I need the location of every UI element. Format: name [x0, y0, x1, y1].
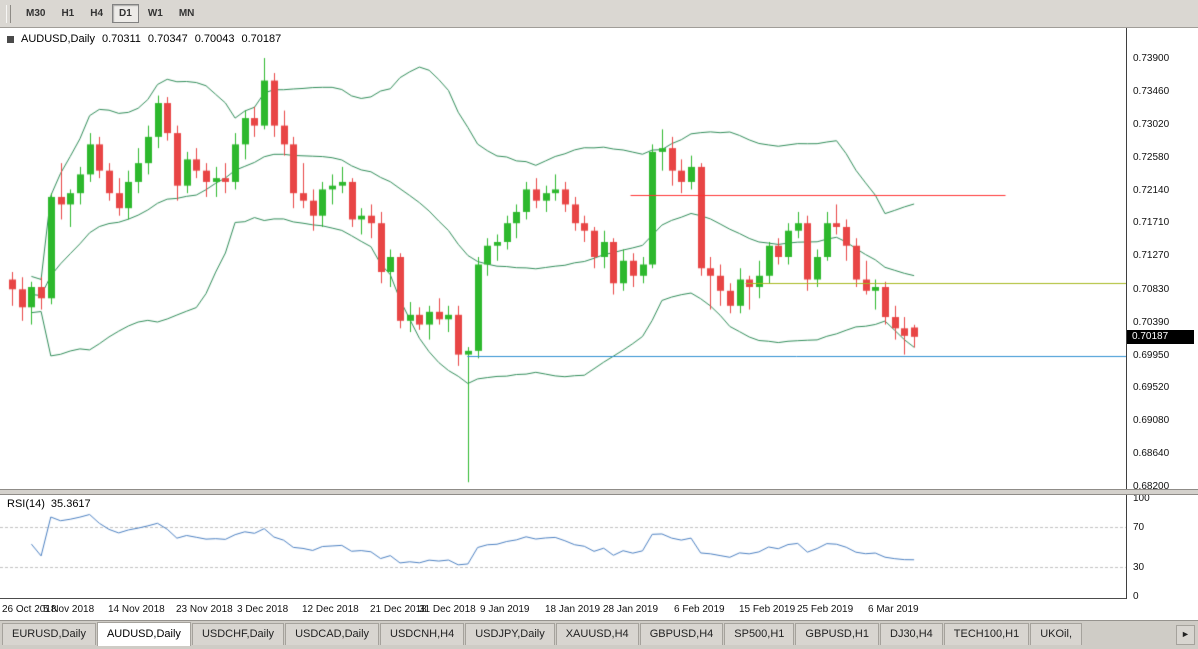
- date-axis[interactable]: 26 Oct 2018 5 Nov 2018 14 Nov 2018 23 Nov 2…: [0, 600, 1198, 620]
- date-axis-label: 28 Jan 2019: [603, 604, 659, 615]
- rsi-panel[interactable]: RSI(14) 35.3617: [0, 495, 1126, 599]
- ohlc-high-value: 0.70347: [147, 33, 188, 45]
- chart-title: AUDUSD,Daily 0.70311 0.70347 0.70043 0.7…: [7, 33, 281, 45]
- price-axis-label: 0.68640: [1133, 447, 1170, 459]
- timeframe-button-h1[interactable]: H1: [61, 8, 75, 19]
- date-axis-label: 14 Nov 2018: [108, 604, 165, 615]
- date-axis-label: 3 Dec 2018: [237, 604, 289, 615]
- date-axis-label: 26 Oct 2018: [2, 604, 57, 615]
- date-axis-label: 15 Feb 2019: [739, 604, 796, 615]
- price-axis-label: 0.71710: [1133, 217, 1170, 229]
- ohlc-close-value: 0.70187: [241, 33, 282, 45]
- tab-eurusd-daily[interactable]: EURUSD,Daily: [2, 623, 96, 645]
- timeframe-button-w1[interactable]: W1: [147, 8, 163, 19]
- price-axis-label: 0.73020: [1133, 119, 1170, 131]
- timeframe-button-mn[interactable]: MN: [178, 8, 195, 19]
- rsi-axis-label: 30: [1133, 561, 1145, 573]
- panel-splitter[interactable]: [0, 489, 1198, 495]
- main-chart-area[interactable]: AUDUSD,Daily 0.70311 0.70347 0.70043 0.7…: [0, 28, 1126, 489]
- price-axis-label: 0.71270: [1133, 250, 1170, 262]
- tab-gbpusd-h1[interactable]: GBPUSD,H1: [795, 623, 879, 645]
- chart-window: AUDUSD,Daily 0.70311 0.70347 0.70043 0.7…: [0, 28, 1198, 620]
- rsi-axis-label: 70: [1133, 522, 1145, 534]
- tab-ukoil[interactable]: UKOil,: [1030, 623, 1082, 645]
- tab-gbpusd-h4[interactable]: GBPUSD,H4: [639, 623, 724, 645]
- date-axis-label: 6 Mar 2019: [868, 604, 919, 615]
- date-axis-label: 23 Nov 2018: [176, 604, 233, 615]
- date-axis-label: 5 Nov 2018: [43, 604, 95, 615]
- price-axis[interactable]: 0.70187 0.73900 0.73460 0.73020 0.72580 0.72…: [1126, 28, 1198, 602]
- chart-tab-bar: EURUSD,Daily AUDUSD,Daily USDCHF,Daily USDC…: [0, 620, 1198, 649]
- date-axis-label: 21 Dec 2018: [370, 604, 427, 615]
- date-axis-label: 12 Dec 2018: [302, 604, 359, 615]
- price-axis-label: 0.72140: [1133, 185, 1170, 197]
- tab-tech100-h1[interactable]: TECH100,H1: [943, 623, 1030, 645]
- tab-dj30-h4[interactable]: DJ30,H4: [880, 623, 943, 645]
- price-axis-label: 0.70390: [1133, 316, 1170, 328]
- tab-usdchf-daily[interactable]: USDCHF,Daily: [191, 623, 285, 645]
- price-axis-label: 0.70830: [1133, 283, 1170, 295]
- date-axis-label: 31 Dec 2018: [419, 604, 476, 615]
- timeframe-button-m30[interactable]: M30: [26, 8, 46, 19]
- rsi-indicator-label: RSI(14) 35.3617: [7, 498, 91, 510]
- price-axis-label: 0.69520: [1133, 381, 1170, 393]
- candlestick-chart-canvas[interactable]: [0, 28, 1126, 489]
- current-price-tag: 0.70187: [1127, 329, 1194, 344]
- price-axis-label: 0.68200: [1133, 480, 1170, 492]
- tab-audusd-daily[interactable]: AUDUSD,Daily: [96, 622, 191, 646]
- rsi-value: 35.3617: [50, 498, 91, 510]
- chart-symbol-icon: [7, 35, 14, 43]
- toolbar-grip[interactable]: [6, 4, 11, 23]
- timeframe-toolbar: M30 H1 H4 D1 W1 MN: [0, 0, 1198, 28]
- date-axis-label: 6 Feb 2019: [674, 604, 725, 615]
- timeframe-button-h4[interactable]: H4: [90, 8, 104, 19]
- rsi-axis-label: 100: [1133, 493, 1150, 504]
- timeframe-button-d1[interactable]: D1: [112, 4, 139, 23]
- rsi-indicator-canvas[interactable]: [0, 495, 1126, 598]
- rsi-axis-label: 0: [1133, 591, 1139, 602]
- tab-scroll-right-button[interactable]: ►: [1176, 625, 1195, 645]
- tab-usdjpy-daily[interactable]: USDJPY,Daily: [465, 623, 555, 645]
- date-axis-label: 25 Feb 2019: [797, 604, 854, 615]
- date-axis-label: 9 Jan 2019: [480, 604, 530, 615]
- price-axis-label: 0.73900: [1133, 53, 1170, 65]
- tab-usdcad-daily[interactable]: USDCAD,Daily: [285, 623, 380, 645]
- tab-xauusd-h4[interactable]: XAUUSD,H4: [555, 623, 639, 645]
- tab-sp500-h1[interactable]: SP500,H1: [724, 623, 795, 645]
- tab-usdcnh-h4[interactable]: USDCNH,H4: [380, 623, 465, 645]
- price-axis-label: 0.73460: [1133, 86, 1170, 98]
- ohlc-low-value: 0.70043: [194, 33, 235, 45]
- price-axis-label: 0.69080: [1133, 414, 1170, 426]
- date-axis-label: 18 Jan 2019: [545, 604, 601, 615]
- chart-symbol-label: AUDUSD,Daily: [21, 33, 95, 45]
- price-axis-label: 0.69950: [1133, 349, 1170, 361]
- rsi-name: RSI(14): [7, 498, 45, 510]
- ohlc-open-value: 0.70311: [101, 33, 141, 45]
- price-axis-label: 0.72580: [1133, 152, 1170, 164]
